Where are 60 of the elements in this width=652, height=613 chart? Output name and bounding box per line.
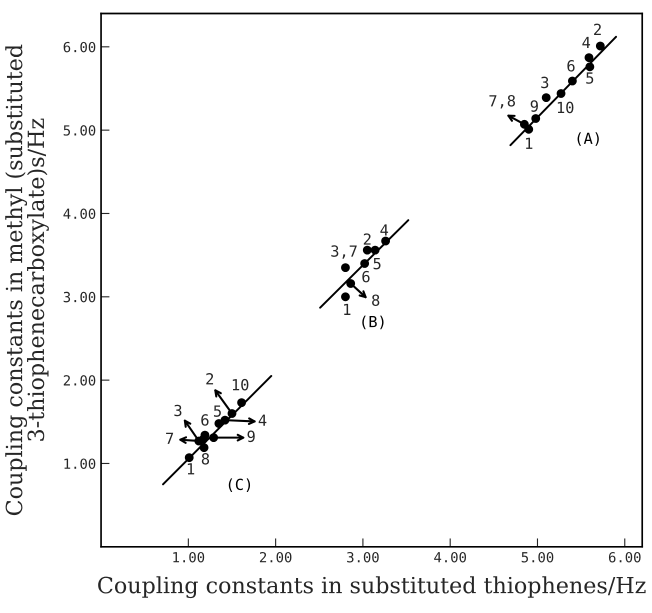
annotation: 1 — [526, 138, 532, 149]
annotation: 2 — [364, 233, 371, 245]
annotation: 5 — [586, 72, 594, 84]
x-tick-label: 5.00 — [522, 552, 554, 562]
point — [362, 246, 372, 255]
y-tick-label: 2.00 — [64, 375, 96, 386]
y-tick-label: 4.00 — [63, 208, 96, 219]
annotation: 3,7 — [331, 245, 357, 259]
point — [341, 292, 350, 302]
point — [556, 89, 566, 98]
annotation: 6 — [201, 414, 209, 426]
y-tick-label: 3.00 — [64, 292, 96, 302]
annotation: 6 — [362, 270, 370, 282]
annotation: 2 — [206, 373, 214, 384]
annotation: 10 — [558, 102, 574, 114]
annotation: 7,8 — [489, 95, 515, 108]
annotation: 4 — [258, 414, 266, 426]
annotation: 4 — [380, 224, 388, 236]
point — [585, 62, 594, 72]
annotation: 3 — [174, 404, 182, 416]
annotation: 1 — [344, 304, 350, 315]
annotation: 8 — [372, 294, 380, 306]
annotation: 1 — [188, 463, 194, 474]
point — [360, 259, 370, 268]
y-tick-label: 5.00 — [64, 125, 96, 136]
point — [524, 124, 534, 134]
point — [531, 114, 540, 123]
x-tick-label: 6.00 — [608, 552, 641, 562]
point — [568, 76, 577, 86]
point — [200, 443, 208, 452]
annotation: 4 — [582, 36, 590, 48]
annotation: 7 — [166, 432, 174, 444]
y-tick-label: 6.00 — [64, 42, 96, 52]
annotation: 6 — [567, 60, 575, 72]
annotation: 5 — [374, 258, 381, 270]
y-tick-label: 1.00 — [64, 458, 96, 469]
annotation: 8 — [202, 453, 210, 465]
text: (C) — [228, 478, 250, 492]
point — [381, 236, 390, 246]
point — [542, 93, 551, 102]
text: (A) — [578, 132, 599, 146]
x-axis-title: Coupling constants in substituted thiophenes/Hz — [98, 576, 646, 598]
annotation: 9 — [530, 100, 538, 112]
annotation: 10 — [232, 378, 248, 390]
point — [184, 453, 194, 462]
text: (B) — [362, 316, 384, 330]
annotation: 5 — [214, 405, 221, 417]
annotation: 2 — [594, 24, 601, 35]
y-axis-title: Coupling constants in methyl (substituted 3-thiophenecarboxylate)s/Hz — [5, 44, 49, 516]
point — [584, 53, 594, 62]
annotation: 3 — [541, 76, 548, 88]
x-tick-label: 4.00 — [434, 552, 466, 562]
annotation: 9 — [248, 430, 255, 442]
point — [596, 42, 605, 50]
point — [370, 246, 380, 255]
x-tick-label: 3.00 — [347, 552, 379, 562]
point — [341, 263, 350, 272]
point — [237, 398, 246, 408]
x-tick-label: 2.00 — [260, 552, 292, 562]
x-tick-label: 1.00 — [173, 552, 204, 562]
